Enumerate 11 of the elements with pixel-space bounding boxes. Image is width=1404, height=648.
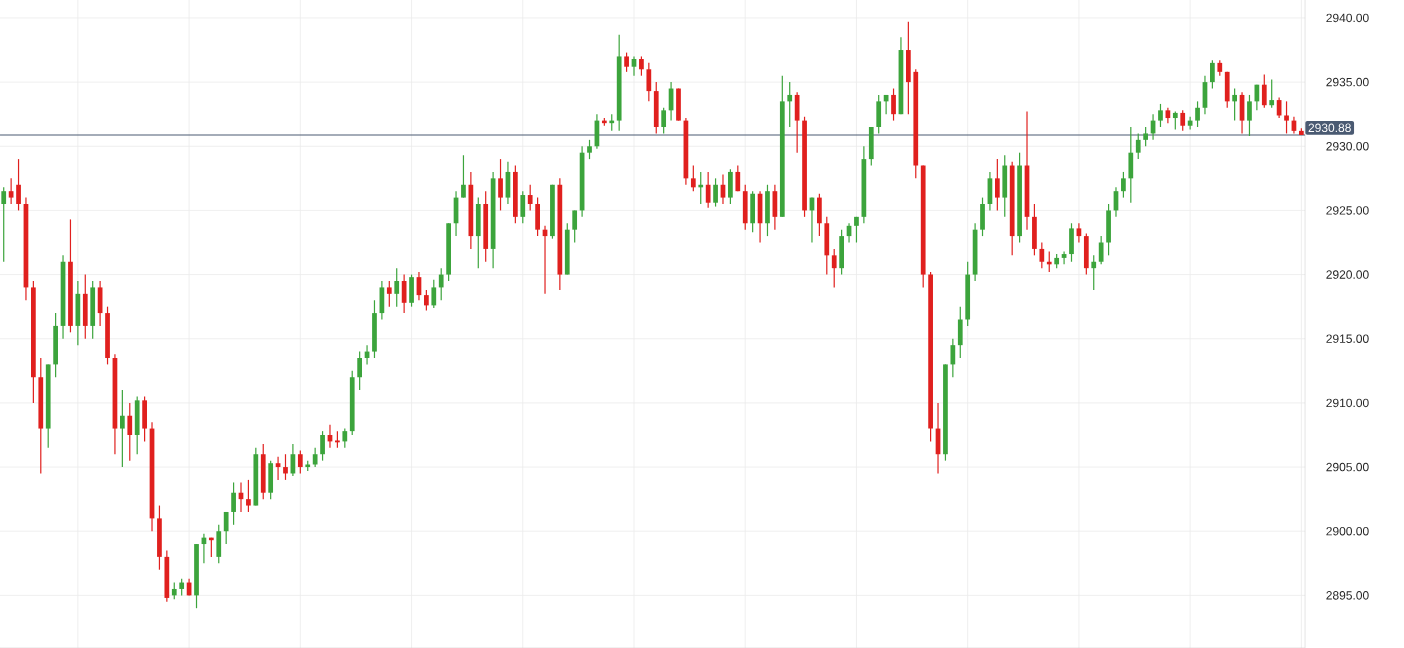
y-tick-label: 2935.00: [1326, 77, 1369, 87]
y-tick-label: 2925.00: [1326, 206, 1369, 215]
y-tick-label: 2905.00: [1326, 462, 1369, 472]
y-tick-label: 2895.00: [1326, 591, 1369, 600]
y-tick-label: 2920.00: [1326, 270, 1369, 279]
y-tick-label: 2930.00: [1326, 142, 1369, 151]
y-tick-label: 2940.00: [1326, 13, 1369, 23]
ref-line-label: 2930.88: [1308, 123, 1351, 133]
y-tick-label: 2915.00: [1326, 334, 1369, 343]
y-tick-label: 2900.00: [1326, 526, 1369, 536]
y-tick-label: 2910.00: [1326, 398, 1369, 408]
